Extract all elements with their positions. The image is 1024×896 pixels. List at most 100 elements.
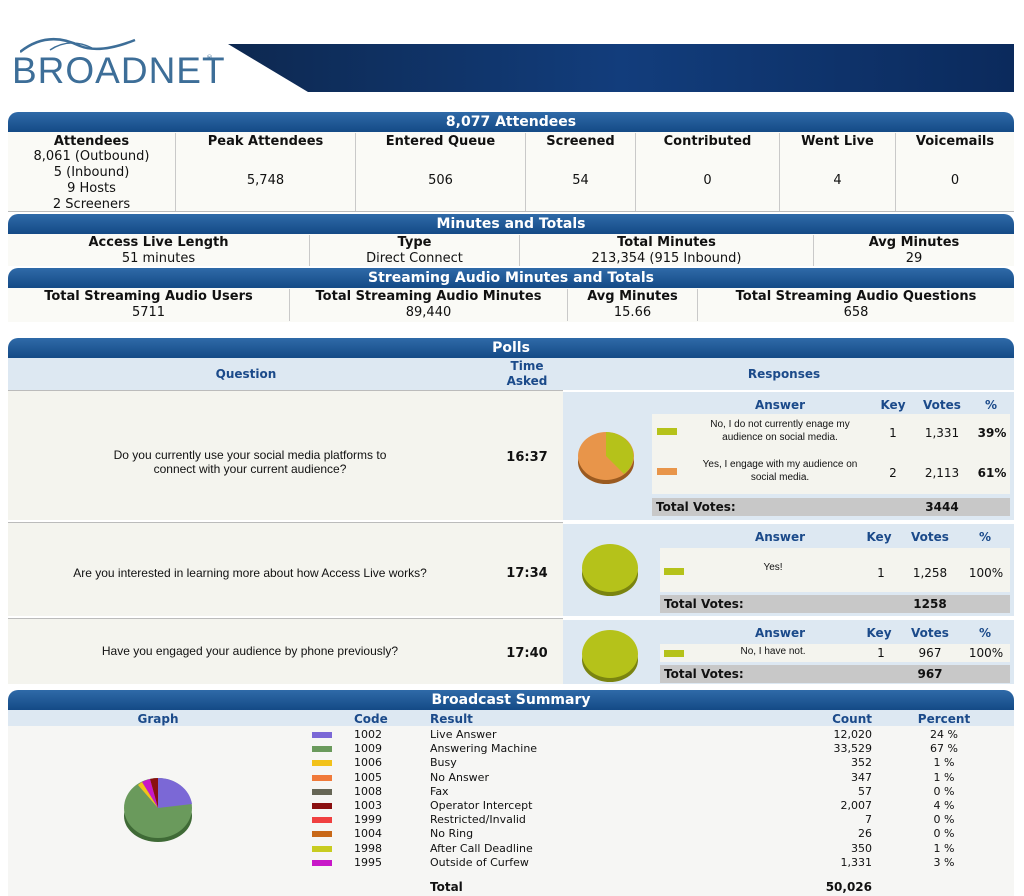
col-screened: Screened <box>526 133 636 151</box>
attendees-headers: Attendees Peak Attendees Entered Queue S… <box>8 133 1014 151</box>
bs-code: 1009 <box>354 742 382 756</box>
bs-col-percent: Percent <box>917 712 971 726</box>
legend-swatch <box>312 859 332 866</box>
bs-percent: 0 % <box>933 827 955 841</box>
bs-col-result: Result <box>430 712 473 726</box>
bs-count: 352 <box>851 756 872 770</box>
bs-col-code: Code <box>354 712 388 726</box>
bs-result: Restricted/Invalid <box>430 813 526 827</box>
bs-code: 1002 <box>354 728 382 741</box>
legend-swatch <box>657 468 677 475</box>
bs-percent: 24 % <box>930 728 958 741</box>
poll-2-pie <box>582 544 638 596</box>
legend-swatch <box>312 732 332 738</box>
bs-total-count: 50,026 <box>825 880 872 894</box>
broadcast-pie <box>124 777 192 842</box>
polls-col-time: Time Asked <box>506 359 548 388</box>
bs-count: 7 <box>865 813 872 827</box>
col-attendees: Attendees <box>8 133 176 151</box>
legend-swatch <box>312 788 332 795</box>
bs-count: 1,331 <box>840 855 873 869</box>
col-went-live: Went Live <box>780 133 896 151</box>
screened-value: 54 <box>526 151 636 211</box>
bs-percent: 0 % <box>933 813 955 827</box>
bs-result: Outside of Curfew <box>430 855 529 869</box>
bs-count: 26 <box>858 827 872 841</box>
voicemails-value: 0 <box>950 173 960 188</box>
col-peak: Peak Attendees <box>176 133 356 151</box>
bs-code: 1008 <box>354 784 382 798</box>
bs-result: No Ring <box>430 827 474 841</box>
poll-question: Have you engaged your audience by phone … <box>101 644 399 658</box>
bs-percent: 67 % <box>930 742 958 756</box>
polls-col-responses: Responses <box>747 367 821 381</box>
legend-swatch <box>312 803 332 809</box>
bs-count: 33,529 <box>833 742 873 756</box>
bs-total-label: Total <box>430 880 463 894</box>
legend-swatch <box>312 831 332 838</box>
poll-question: Are you interested in learning more abou… <box>73 566 427 580</box>
legend-swatch <box>312 760 332 767</box>
votes-header: Votes <box>923 398 961 412</box>
polls-col-question: Question <box>215 367 277 381</box>
legend-swatch <box>312 774 332 781</box>
bs-count: 57 <box>858 784 872 798</box>
streaming-headers: Total Streaming Audio Users Total Stream… <box>8 289 1014 305</box>
broadnet-logo: BROADNET ® <box>10 34 225 94</box>
queue-value: 506 <box>356 151 526 211</box>
legend-swatch <box>312 845 332 852</box>
bs-result: No Answer <box>430 770 489 784</box>
poll-1-pie <box>578 432 634 484</box>
registered-mark: ® <box>206 54 213 62</box>
bs-code: 1004 <box>354 827 382 841</box>
minutes-header: Minutes and Totals <box>8 214 1014 234</box>
wave-logo-icon <box>20 37 136 53</box>
bs-col-graph: Graph <box>137 712 179 726</box>
total-votes-label: Total Votes: <box>656 500 736 514</box>
bs-code: 1998 <box>354 841 382 855</box>
bs-percent: 1 % <box>933 756 955 770</box>
attendee-breakdown: 8,061 (Outbound) 5 (Inbound) 9 Hosts 2 S… <box>8 149 176 212</box>
bs-count: 347 <box>851 770 872 784</box>
bs-percent: 1 % <box>933 770 955 784</box>
poll-time: 16:37 <box>506 450 548 465</box>
bs-result: Live Answer <box>430 728 497 741</box>
col-queue: Entered Queue <box>356 133 526 151</box>
bs-code: 1003 <box>354 799 382 812</box>
pct-header: % <box>984 398 998 412</box>
poll-question: Do you currently use your social media p… <box>113 448 387 476</box>
legend-swatch <box>664 568 684 575</box>
streaming-values: 5711 89,440 15.66 658 <box>8 305 1014 321</box>
bs-result: After Call Deadline <box>430 841 533 855</box>
attendees-header: 8,077 Attendees <box>8 112 1014 132</box>
streaming-header: Streaming Audio Minutes and Totals <box>8 268 1014 288</box>
bs-code: 1005 <box>354 770 382 784</box>
bs-count: 350 <box>851 841 872 855</box>
polls-header: Polls <box>8 338 1014 358</box>
attendees-values: 8,061 (Outbound) 5 (Inbound) 9 Hosts 2 S… <box>8 149 1014 212</box>
contributed-value: 0 <box>636 151 780 211</box>
col-contributed: Contributed <box>636 133 780 151</box>
bs-col-count: Count <box>832 712 872 726</box>
answer-header: Answer <box>754 398 806 412</box>
poll-3-pie <box>582 630 638 682</box>
bs-percent: 1 % <box>933 841 955 855</box>
header-banner <box>228 44 1014 92</box>
minutes-values: 51 minutes Direct Connect 213,354 (915 I… <box>8 251 1014 266</box>
bs-percent: 0 % <box>933 784 955 798</box>
bs-code: 1995 <box>354 855 382 869</box>
total-votes-value: 3444 <box>925 500 959 514</box>
poll-time: 17:40 <box>506 646 548 661</box>
broadcast-header: Broadcast Summary <box>8 690 1014 710</box>
legend-swatch <box>312 746 332 753</box>
bs-percent: 4 % <box>933 799 955 812</box>
bs-result: Operator Intercept <box>430 799 533 812</box>
brand-name: BROADNET <box>12 50 226 91</box>
bs-code: 1006 <box>354 756 382 770</box>
went-live-value: 4 <box>780 151 896 211</box>
legend-swatch <box>312 817 332 824</box>
bs-code: 1999 <box>354 813 382 827</box>
legend-swatch <box>657 428 677 435</box>
bs-result: Fax <box>430 784 449 798</box>
